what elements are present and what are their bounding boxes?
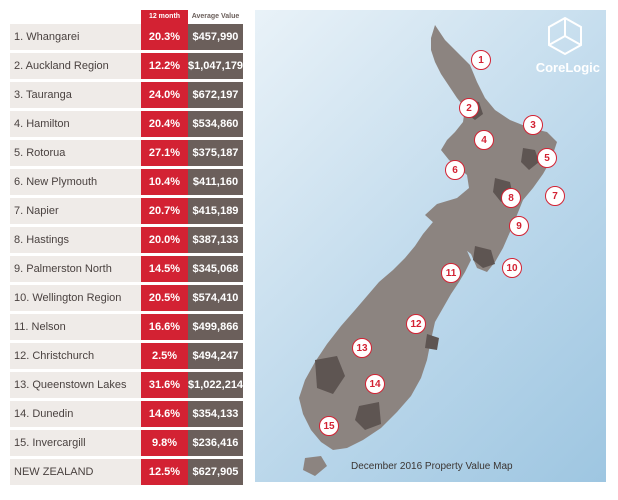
region-name: 2. Auckland Region (10, 53, 141, 79)
map-marker-11: 11 (441, 263, 461, 283)
average-value: $1,047,179 (188, 53, 243, 79)
region-name: 4. Hamilton (10, 111, 141, 137)
change-value: 24.0% (141, 82, 188, 108)
map-marker-8: 8 (501, 188, 521, 208)
table-row: 8. Hastings 20.0% $387,133 (10, 227, 243, 253)
table-row: 6. New Plymouth 10.4% $411,160 (10, 169, 243, 195)
average-value: $494,247 (188, 343, 243, 369)
table-row: 9. Palmerston North 14.5% $345,068 (10, 256, 243, 282)
map-marker-13: 13 (352, 338, 372, 358)
stewart-island-shape (303, 456, 327, 476)
nz-map: CoreLogic 1 2 3 4 5 6 7 8 9 10 11 12 13 … (255, 10, 606, 482)
table-row: 11. Nelson 16.6% $499,866 (10, 314, 243, 340)
change-value: 20.5% (141, 285, 188, 311)
table-rows: 1. Whangarei 20.3% $457,990 2. Auckland Reg… (10, 24, 243, 485)
change-value: 14.6% (141, 401, 188, 427)
average-value: $411,160 (188, 169, 243, 195)
column-headers: 12 month change Average Value (10, 10, 243, 34)
table-row: 7. Napier 20.7% $415,189 (10, 198, 243, 224)
property-value-table: 12 month change Average Value 1. Whangar… (10, 10, 243, 488)
average-value: $415,189 (188, 198, 243, 224)
table-row: 13. Queenstown Lakes 31.6% $1,022,214 (10, 372, 243, 398)
north-island-shape (425, 25, 557, 272)
table-row: 3. Tauranga 24.0% $672,197 (10, 82, 243, 108)
region-name: 8. Hastings (10, 227, 141, 253)
average-value: $457,990 (188, 24, 243, 50)
change-column-header: 12 month change (141, 10, 188, 34)
average-value: $627,905 (188, 459, 243, 485)
map-marker-14: 14 (365, 374, 385, 394)
change-value: 27.1% (141, 140, 188, 166)
region-name: NEW ZEALAND (10, 459, 141, 485)
change-value: 20.3% (141, 24, 188, 50)
map-marker-2: 2 (459, 98, 479, 118)
region-name: 9. Palmerston North (10, 256, 141, 282)
corelogic-logo-icon (548, 16, 582, 56)
region-name: 10. Wellington Region (10, 285, 141, 311)
map-marker-10: 10 (502, 258, 522, 278)
average-value: $499,866 (188, 314, 243, 340)
change-value: 20.4% (141, 111, 188, 137)
value-column-header: Average Value (188, 10, 243, 24)
average-value: $574,410 (188, 285, 243, 311)
map-marker-12: 12 (406, 314, 426, 334)
average-value: $345,068 (188, 256, 243, 282)
region-name: 13. Queenstown Lakes (10, 372, 141, 398)
south-island-shape (299, 222, 471, 450)
table-row: 5. Rotorua 27.1% $375,187 (10, 140, 243, 166)
map-marker-7: 7 (545, 186, 565, 206)
region-name: 15. Invercargill (10, 430, 141, 456)
change-value: 12.5% (141, 459, 188, 485)
table-row: 2. Auckland Region 12.2% $1,047,179 (10, 53, 243, 79)
change-value: 2.5% (141, 343, 188, 369)
region-name: 6. New Plymouth (10, 169, 141, 195)
change-value: 16.6% (141, 314, 188, 340)
map-marker-4: 4 (474, 130, 494, 150)
table-row: 10. Wellington Region 20.5% $574,410 (10, 285, 243, 311)
change-value: 31.6% (141, 372, 188, 398)
nz-map-graphic (299, 16, 582, 476)
change-value: 20.7% (141, 198, 188, 224)
map-marker-3: 3 (523, 115, 543, 135)
change-value: 20.0% (141, 227, 188, 253)
region-name: 5. Rotorua (10, 140, 141, 166)
map-marker-9: 9 (509, 216, 529, 236)
region-name: 1. Whangarei (10, 24, 141, 50)
table-row: 14. Dunedin 14.6% $354,133 (10, 401, 243, 427)
map-marker-15: 15 (319, 416, 339, 436)
average-value: $236,416 (188, 430, 243, 456)
average-value: $387,133 (188, 227, 243, 253)
change-value: 14.5% (141, 256, 188, 282)
change-value: 12.2% (141, 53, 188, 79)
table-row: 15. Invercargill 9.8% $236,416 (10, 430, 243, 456)
average-value: $1,022,214 (188, 372, 243, 398)
change-value: 10.4% (141, 169, 188, 195)
region-name: 3. Tauranga (10, 82, 141, 108)
corelogic-logo-text: CoreLogic (535, 60, 600, 75)
region-name: 14. Dunedin (10, 401, 141, 427)
map-marker-5: 5 (537, 148, 557, 168)
table-row: 1. Whangarei 20.3% $457,990 (10, 24, 243, 50)
change-value: 9.8% (141, 430, 188, 456)
map-marker-6: 6 (445, 160, 465, 180)
average-value: $354,133 (188, 401, 243, 427)
map-caption: December 2016 Property Value Map (351, 461, 513, 472)
region-name: 12. Christchurch (10, 343, 141, 369)
region-name: 7. Napier (10, 198, 141, 224)
table-row: NEW ZEALAND 12.5% $627,905 (10, 459, 243, 485)
average-value: $672,197 (188, 82, 243, 108)
table-row: 4. Hamilton 20.4% $534,860 (10, 111, 243, 137)
average-value: $375,187 (188, 140, 243, 166)
average-value: $534,860 (188, 111, 243, 137)
map-marker-1: 1 (471, 50, 491, 70)
table-row: 12. Christchurch 2.5% $494,247 (10, 343, 243, 369)
region-name: 11. Nelson (10, 314, 141, 340)
